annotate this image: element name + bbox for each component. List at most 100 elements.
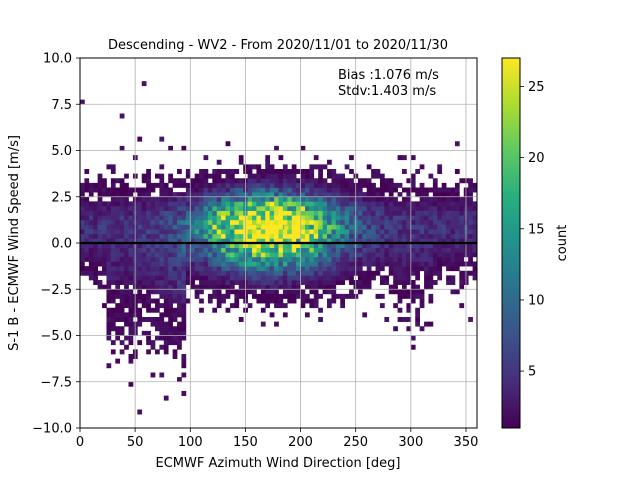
heatmap-cell bbox=[397, 192, 403, 198]
heatmap-cell bbox=[265, 256, 271, 262]
heatmap-cell bbox=[150, 229, 156, 235]
heatmap-cell bbox=[322, 261, 328, 267]
heatmap-cell bbox=[313, 196, 319, 202]
heatmap-cell bbox=[357, 256, 363, 262]
heatmap-cell bbox=[313, 192, 319, 198]
heatmap-cell bbox=[141, 256, 147, 262]
heatmap-cell bbox=[141, 330, 147, 336]
heatmap-cell bbox=[150, 317, 156, 322]
heatmap-cell bbox=[379, 173, 385, 179]
heatmap-cell bbox=[331, 243, 337, 248]
colorbar-tick-label: 5 bbox=[528, 365, 536, 380]
heatmap-cell bbox=[340, 256, 346, 262]
heatmap-cell bbox=[199, 280, 204, 285]
heatmap-cell bbox=[415, 229, 420, 235]
heatmap-cell bbox=[318, 164, 323, 170]
heatmap-cell bbox=[327, 182, 332, 188]
heatmap-cell bbox=[119, 206, 125, 211]
heatmap-cell bbox=[362, 233, 368, 239]
heatmap-cell bbox=[185, 261, 191, 267]
heatmap-cell bbox=[190, 206, 196, 211]
heatmap-cell bbox=[177, 280, 182, 285]
heatmap-cell bbox=[229, 210, 235, 216]
heatmap-cell bbox=[194, 247, 200, 253]
heatmap-cell bbox=[141, 284, 147, 290]
heatmap-cell bbox=[397, 229, 403, 235]
bias-annotation: Bias :1.076 m/s bbox=[338, 68, 439, 83]
heatmap-cell bbox=[199, 173, 204, 179]
heatmap-cell bbox=[419, 266, 425, 272]
heatmap-cell bbox=[177, 201, 182, 207]
heatmap-cell bbox=[234, 243, 240, 248]
heatmap-cell bbox=[318, 280, 323, 285]
heatmap-cell bbox=[450, 187, 456, 193]
heatmap-cell bbox=[110, 178, 116, 184]
heatmap-cell bbox=[229, 238, 235, 244]
heatmap-cell bbox=[159, 280, 165, 285]
heatmap-cell bbox=[357, 275, 363, 281]
heatmap-cell bbox=[304, 201, 310, 207]
heatmap-cell bbox=[309, 303, 315, 309]
heatmap-cell bbox=[419, 192, 425, 198]
heatmap-cell bbox=[309, 173, 315, 179]
heatmap-cell bbox=[146, 210, 151, 216]
heatmap-cell bbox=[102, 233, 107, 239]
heatmap-cell bbox=[256, 256, 262, 262]
heatmap-cell bbox=[172, 182, 178, 188]
heatmap-cell bbox=[194, 192, 200, 198]
heatmap-cell bbox=[168, 270, 173, 276]
heatmap-cell bbox=[296, 224, 301, 230]
heatmap-cell bbox=[424, 229, 429, 235]
heatmap-cell bbox=[247, 210, 253, 216]
heatmap-cell bbox=[450, 196, 456, 202]
heatmap-cell bbox=[379, 243, 385, 248]
heatmap-cell bbox=[274, 219, 279, 225]
heatmap-cell bbox=[419, 187, 425, 193]
heatmap-cell bbox=[313, 215, 319, 221]
heatmap-cell bbox=[291, 293, 297, 299]
heatmap-cell bbox=[185, 215, 191, 221]
heatmap-cell bbox=[300, 266, 306, 272]
heatmap-cell bbox=[274, 252, 279, 258]
heatmap-cell bbox=[119, 303, 125, 309]
heatmap-cell bbox=[252, 275, 257, 281]
heatmap-cell bbox=[362, 275, 368, 281]
heatmap-cell bbox=[432, 224, 438, 230]
heatmap-cell bbox=[410, 266, 416, 272]
x-tick-label: 100 bbox=[178, 435, 203, 450]
heatmap-cell bbox=[177, 284, 182, 290]
heatmap-cell bbox=[437, 164, 443, 170]
heatmap-cell bbox=[172, 317, 178, 322]
heatmap-cell bbox=[141, 224, 147, 230]
heatmap-cell bbox=[357, 233, 363, 239]
heatmap-cell bbox=[419, 293, 425, 299]
heatmap-cell bbox=[102, 238, 107, 244]
heatmap-cell bbox=[137, 187, 143, 193]
heatmap-cell bbox=[282, 252, 288, 258]
heatmap-cell bbox=[415, 312, 420, 318]
heatmap-cell bbox=[291, 261, 297, 267]
heatmap-cell bbox=[221, 233, 226, 239]
heatmap-cell bbox=[252, 229, 257, 235]
heatmap-cell bbox=[177, 224, 182, 230]
heatmap-cell bbox=[322, 252, 328, 258]
colorbar-label: count bbox=[555, 225, 570, 262]
heatmap-cell bbox=[247, 206, 253, 211]
heatmap-cell bbox=[274, 247, 279, 253]
heatmap-cell bbox=[115, 358, 121, 364]
heatmap-cell bbox=[154, 326, 160, 332]
heatmap-cell bbox=[146, 303, 151, 309]
heatmap-cell bbox=[441, 224, 447, 230]
heatmap-cell bbox=[212, 196, 218, 202]
heatmap-cell bbox=[454, 192, 460, 198]
heatmap-cell bbox=[318, 284, 323, 290]
heatmap-cell bbox=[472, 238, 477, 244]
heatmap-cell bbox=[146, 289, 151, 295]
heatmap-cell bbox=[313, 243, 319, 248]
heatmap-cell bbox=[93, 206, 98, 211]
heatmap-cell bbox=[309, 280, 315, 285]
heatmap-cell bbox=[454, 229, 460, 235]
colorbar-tick-label: 25 bbox=[528, 80, 545, 95]
heatmap-cell bbox=[168, 266, 173, 272]
heatmap-cell bbox=[424, 233, 429, 239]
